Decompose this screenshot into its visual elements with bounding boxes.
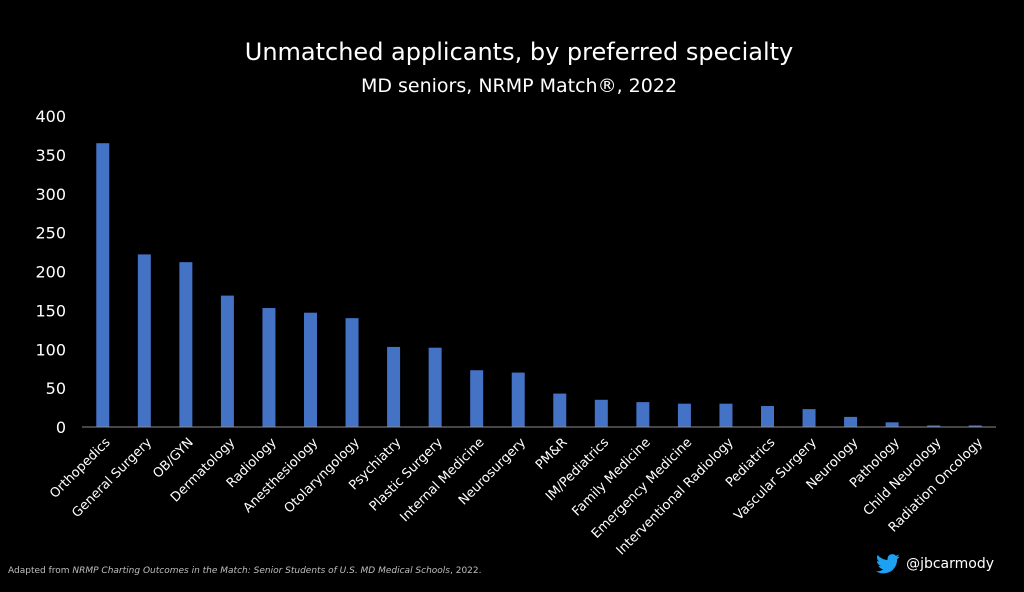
y-tick-label: 250 [35, 224, 66, 243]
bar-11 [553, 393, 567, 427]
y-tick-label: 300 [35, 185, 66, 204]
bar-8 [428, 347, 442, 427]
x-tick-label: General Surgery [69, 435, 155, 521]
bar-17 [802, 409, 816, 427]
y-tick-label: 0 [56, 418, 66, 437]
bar-20 [927, 425, 941, 427]
twitter-handle-text: @jbcarmody [906, 556, 994, 572]
y-axis: 0 50 100 150 200 250 300 350 400 [35, 107, 66, 437]
twitter-handle: @jbcarmody [876, 554, 994, 574]
bar-21 [968, 425, 982, 427]
x-tick-label: Child Neurology [861, 435, 945, 519]
x-tick-label: Anesthesiology [241, 435, 322, 516]
bar-3 [220, 295, 234, 427]
y-tick-label: 200 [35, 263, 66, 282]
bar-6 [345, 318, 359, 427]
y-tick-label: 400 [35, 107, 66, 126]
bar-9 [470, 370, 484, 427]
bar-18 [844, 416, 858, 427]
bar-19 [885, 422, 899, 427]
y-tick-label: 50 [46, 379, 66, 398]
bar-1 [137, 254, 151, 427]
x-tick-label: Family Medicine [570, 435, 654, 519]
y-tick-label: 350 [35, 146, 66, 165]
bar-5 [304, 312, 317, 427]
bars [96, 143, 982, 427]
x-tick-label: Plastic Surgery [367, 435, 446, 514]
bar-12 [594, 399, 608, 427]
chart-subtitle: MD seniors, NRMP Match®, 2022 [361, 75, 677, 97]
footnote-prefix: Adapted from [8, 566, 73, 576]
bar-10 [511, 372, 525, 427]
x-tick-label: Otolaryngology [282, 435, 363, 516]
bar-4 [262, 308, 276, 427]
bar-13 [636, 402, 650, 427]
bar-0 [96, 143, 110, 427]
bar-14 [677, 403, 691, 427]
bar-7 [387, 346, 401, 427]
chart-title: Unmatched applicants, by preferred speci… [245, 38, 794, 66]
y-tick-label: 100 [35, 340, 66, 359]
footnote-source: NRMP Charting Outcomes in the Match: Sen… [72, 566, 450, 576]
twitter-bird-icon [876, 554, 900, 574]
x-tick-label: PM&R [533, 435, 571, 473]
bar-16 [761, 406, 774, 427]
y-tick-label: 150 [35, 301, 66, 320]
bar-2 [179, 262, 193, 427]
bar-15 [719, 403, 733, 427]
footnote-suffix: , 2022. [450, 566, 482, 576]
source-footnote: Adapted from NRMP Charting Outcomes in t… [8, 566, 482, 576]
